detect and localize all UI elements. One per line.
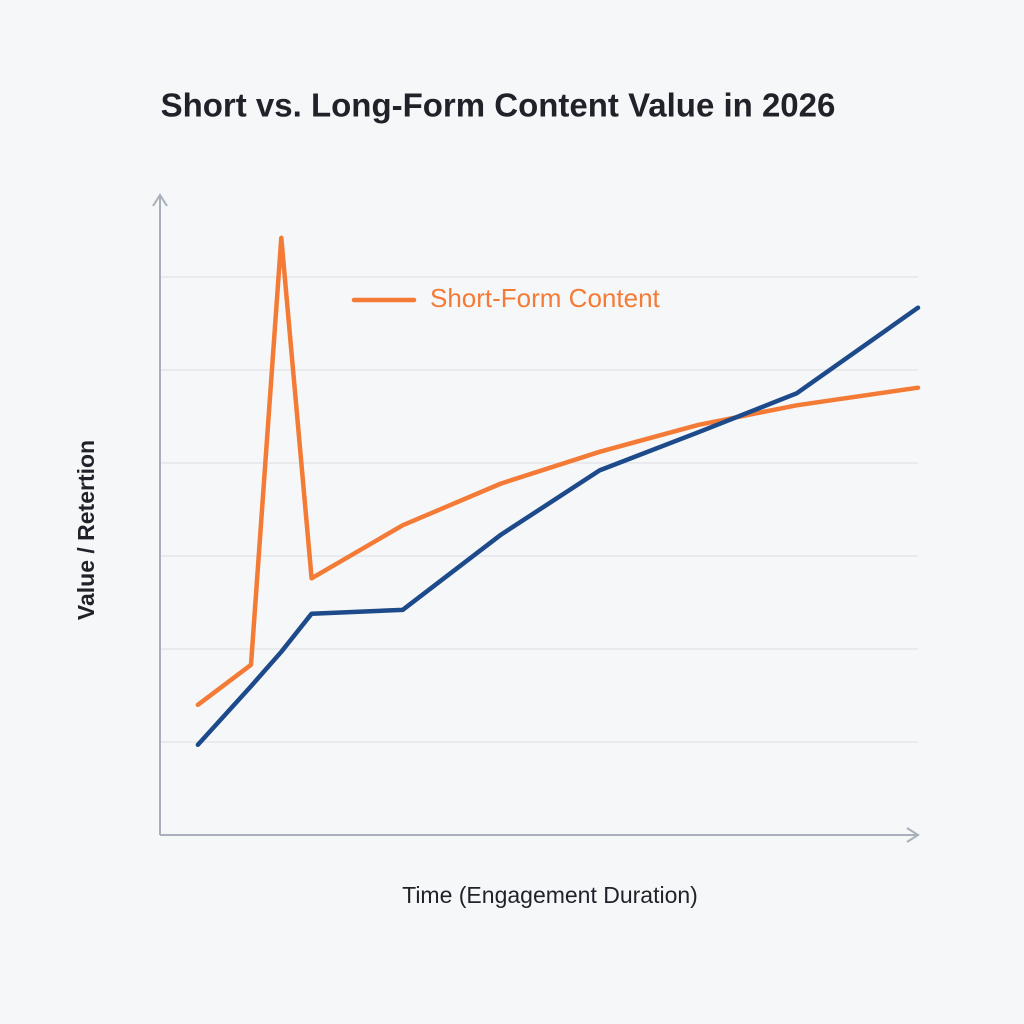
- axes: [152, 193, 920, 843]
- y-axis-arrow: [152, 193, 168, 207]
- plot: [195, 235, 921, 748]
- series-line: [195, 305, 921, 748]
- chart-title: Short vs. Long-Form Content Value in 202…: [161, 87, 836, 124]
- legend-label: Short-Form Content: [430, 283, 661, 313]
- x-axis-label: Time (Engagement Duration): [402, 882, 698, 908]
- x-axis-arrow: [906, 827, 920, 843]
- legend: Short-Form Content: [351, 283, 661, 313]
- y-axis-label: Value / Retertion: [73, 440, 99, 620]
